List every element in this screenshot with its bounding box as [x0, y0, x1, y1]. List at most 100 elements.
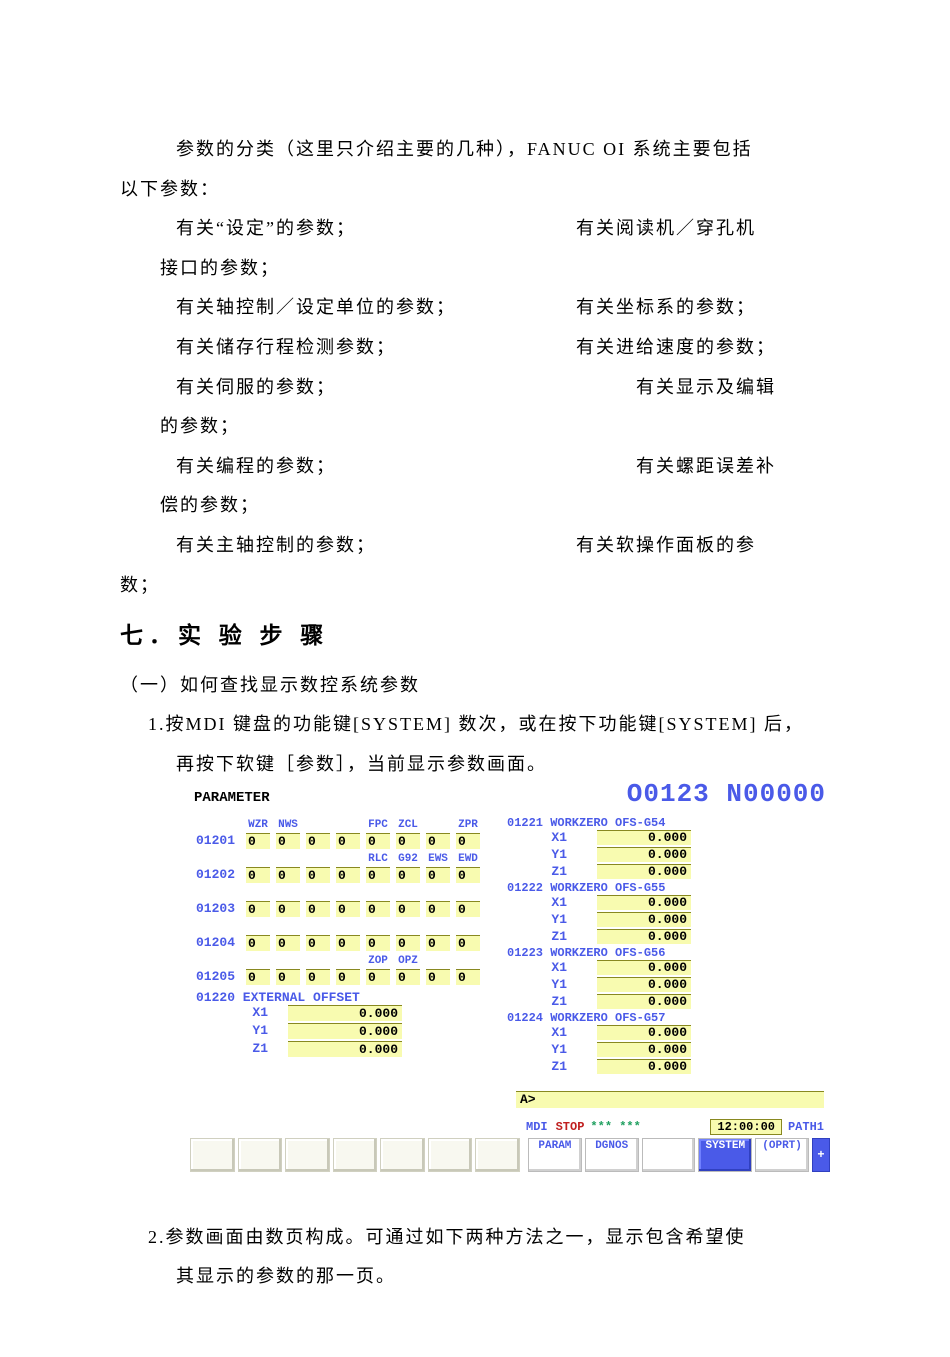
axis-label: X1: [507, 961, 597, 974]
softkey-param[interactable]: PARAM: [528, 1138, 582, 1172]
bit-column: 0: [426, 922, 450, 951]
softkey-blank[interactable]: [333, 1138, 378, 1172]
bit-value[interactable]: 0: [396, 969, 420, 985]
bit-label: [336, 854, 360, 867]
step-text: 其显示的参数的那一页。: [120, 1257, 830, 1297]
workzero-value[interactable]: 0.000: [597, 864, 691, 879]
softkey-blank[interactable]: [190, 1138, 235, 1172]
workzero-value[interactable]: 0.000: [597, 1042, 691, 1057]
softkey-blank[interactable]: [642, 1138, 696, 1172]
offset-value[interactable]: 0.000: [288, 1023, 402, 1039]
bit-value[interactable]: 0: [396, 833, 420, 849]
bit-column: 0: [306, 956, 330, 985]
bit-value[interactable]: 0: [366, 833, 390, 849]
input-prompt[interactable]: A>: [516, 1091, 824, 1108]
bit-value[interactable]: 0: [426, 901, 450, 917]
bit-value[interactable]: 0: [396, 867, 420, 883]
bit-value[interactable]: 0: [276, 901, 300, 917]
bit-value[interactable]: 0: [276, 867, 300, 883]
softkey-blank[interactable]: [380, 1138, 425, 1172]
bit-value[interactable]: 0: [366, 901, 390, 917]
softkey-dgnos[interactable]: DGNOS: [585, 1138, 639, 1172]
workzero-value[interactable]: 0.000: [597, 847, 691, 862]
bit-value[interactable]: 0: [306, 935, 330, 951]
bit-value[interactable]: 0: [336, 969, 360, 985]
bit-value[interactable]: 0: [456, 901, 480, 917]
bit-label: [426, 888, 450, 901]
bit-value[interactable]: 0: [306, 867, 330, 883]
softkey-blank[interactable]: [475, 1138, 520, 1172]
bit-value[interactable]: 0: [306, 901, 330, 917]
param-number: 01201: [196, 834, 240, 849]
bit-value[interactable]: 0: [456, 867, 480, 883]
axis-label: Z1: [507, 865, 597, 878]
softkey-oprt[interactable]: (OPRT): [755, 1138, 809, 1172]
workzero-value[interactable]: 0.000: [597, 912, 691, 927]
bit-value[interactable]: 0: [336, 901, 360, 917]
workzero-value[interactable]: 0.000: [597, 977, 691, 992]
bit-value[interactable]: 0: [246, 867, 270, 883]
softkey-next[interactable]: +: [812, 1138, 830, 1172]
workzero-value[interactable]: 0.000: [597, 1059, 691, 1074]
bit-param-row: 0120400000000: [196, 917, 491, 951]
param-category: 有关轴控制／设定单位的参数；: [120, 288, 576, 328]
bit-column: 0: [336, 820, 360, 849]
workzero-value[interactable]: 0.000: [597, 830, 691, 845]
bit-column: 0: [276, 854, 300, 883]
workzero-value[interactable]: 0.000: [597, 960, 691, 975]
bit-value[interactable]: 0: [306, 833, 330, 849]
axis-label: Z1: [507, 995, 597, 1008]
bit-value[interactable]: 0: [336, 867, 360, 883]
bit-value[interactable]: 0: [366, 935, 390, 951]
bit-value[interactable]: 0: [396, 901, 420, 917]
axis-label: Y1: [196, 1024, 288, 1037]
bit-value[interactable]: 0: [396, 935, 420, 951]
bit-column: 0: [456, 956, 480, 985]
cnc-parameter-screen: PARAMETER O0123 N00000 01201WZR0NWS000FP…: [190, 779, 830, 1172]
bit-value[interactable]: 0: [366, 969, 390, 985]
bit-value[interactable]: 0: [426, 833, 450, 849]
workzero-value[interactable]: 0.000: [597, 895, 691, 910]
softkey-blank[interactable]: [285, 1138, 330, 1172]
bit-value[interactable]: 0: [456, 969, 480, 985]
bit-value[interactable]: 0: [306, 969, 330, 985]
workzero-value[interactable]: 0.000: [597, 994, 691, 1009]
offset-value[interactable]: 0.000: [288, 1041, 402, 1057]
bit-label: RLC: [366, 854, 390, 867]
softkey-system[interactable]: SYSTEM: [698, 1138, 752, 1172]
step-text: 1.按MDI 键盘的功能键[SYSTEM] 数次，或在按下功能键[SYSTEM]…: [120, 705, 830, 745]
bit-value[interactable]: 0: [426, 935, 450, 951]
bit-label: [336, 956, 360, 969]
bit-label: [306, 922, 330, 935]
param-category: 有关主轴控制的参数；: [120, 526, 576, 566]
bit-value[interactable]: 0: [246, 935, 270, 951]
workzero-value[interactable]: 0.000: [597, 929, 691, 944]
bit-value[interactable]: 0: [426, 867, 450, 883]
bit-label: [396, 888, 420, 901]
bit-column: 0: [336, 854, 360, 883]
bit-value[interactable]: 0: [336, 833, 360, 849]
bit-value[interactable]: 0: [456, 935, 480, 951]
softkey-blank[interactable]: [428, 1138, 473, 1172]
bit-column: WZR0: [246, 820, 270, 849]
workzero-value[interactable]: 0.000: [597, 1025, 691, 1040]
bit-value[interactable]: 0: [366, 867, 390, 883]
bit-value[interactable]: 0: [276, 935, 300, 951]
bit-value[interactable]: 0: [426, 969, 450, 985]
bit-value[interactable]: 0: [246, 901, 270, 917]
softkey-blank[interactable]: [238, 1138, 283, 1172]
bit-value[interactable]: 0: [246, 833, 270, 849]
bit-value[interactable]: 0: [276, 833, 300, 849]
bit-column: 0: [426, 956, 450, 985]
bit-label: [456, 956, 480, 969]
bit-param-row: 0120300000000: [196, 883, 491, 917]
bit-value[interactable]: 0: [336, 935, 360, 951]
bit-value[interactable]: 0: [246, 969, 270, 985]
offset-value[interactable]: 0.000: [288, 1005, 402, 1021]
bit-column: NWS0: [276, 820, 300, 849]
bit-value[interactable]: 0: [456, 833, 480, 849]
workzero-row: Z10.000: [507, 993, 824, 1010]
bit-value[interactable]: 0: [276, 969, 300, 985]
bit-label: [426, 820, 450, 833]
external-offset-row: X10.000: [196, 1004, 491, 1022]
